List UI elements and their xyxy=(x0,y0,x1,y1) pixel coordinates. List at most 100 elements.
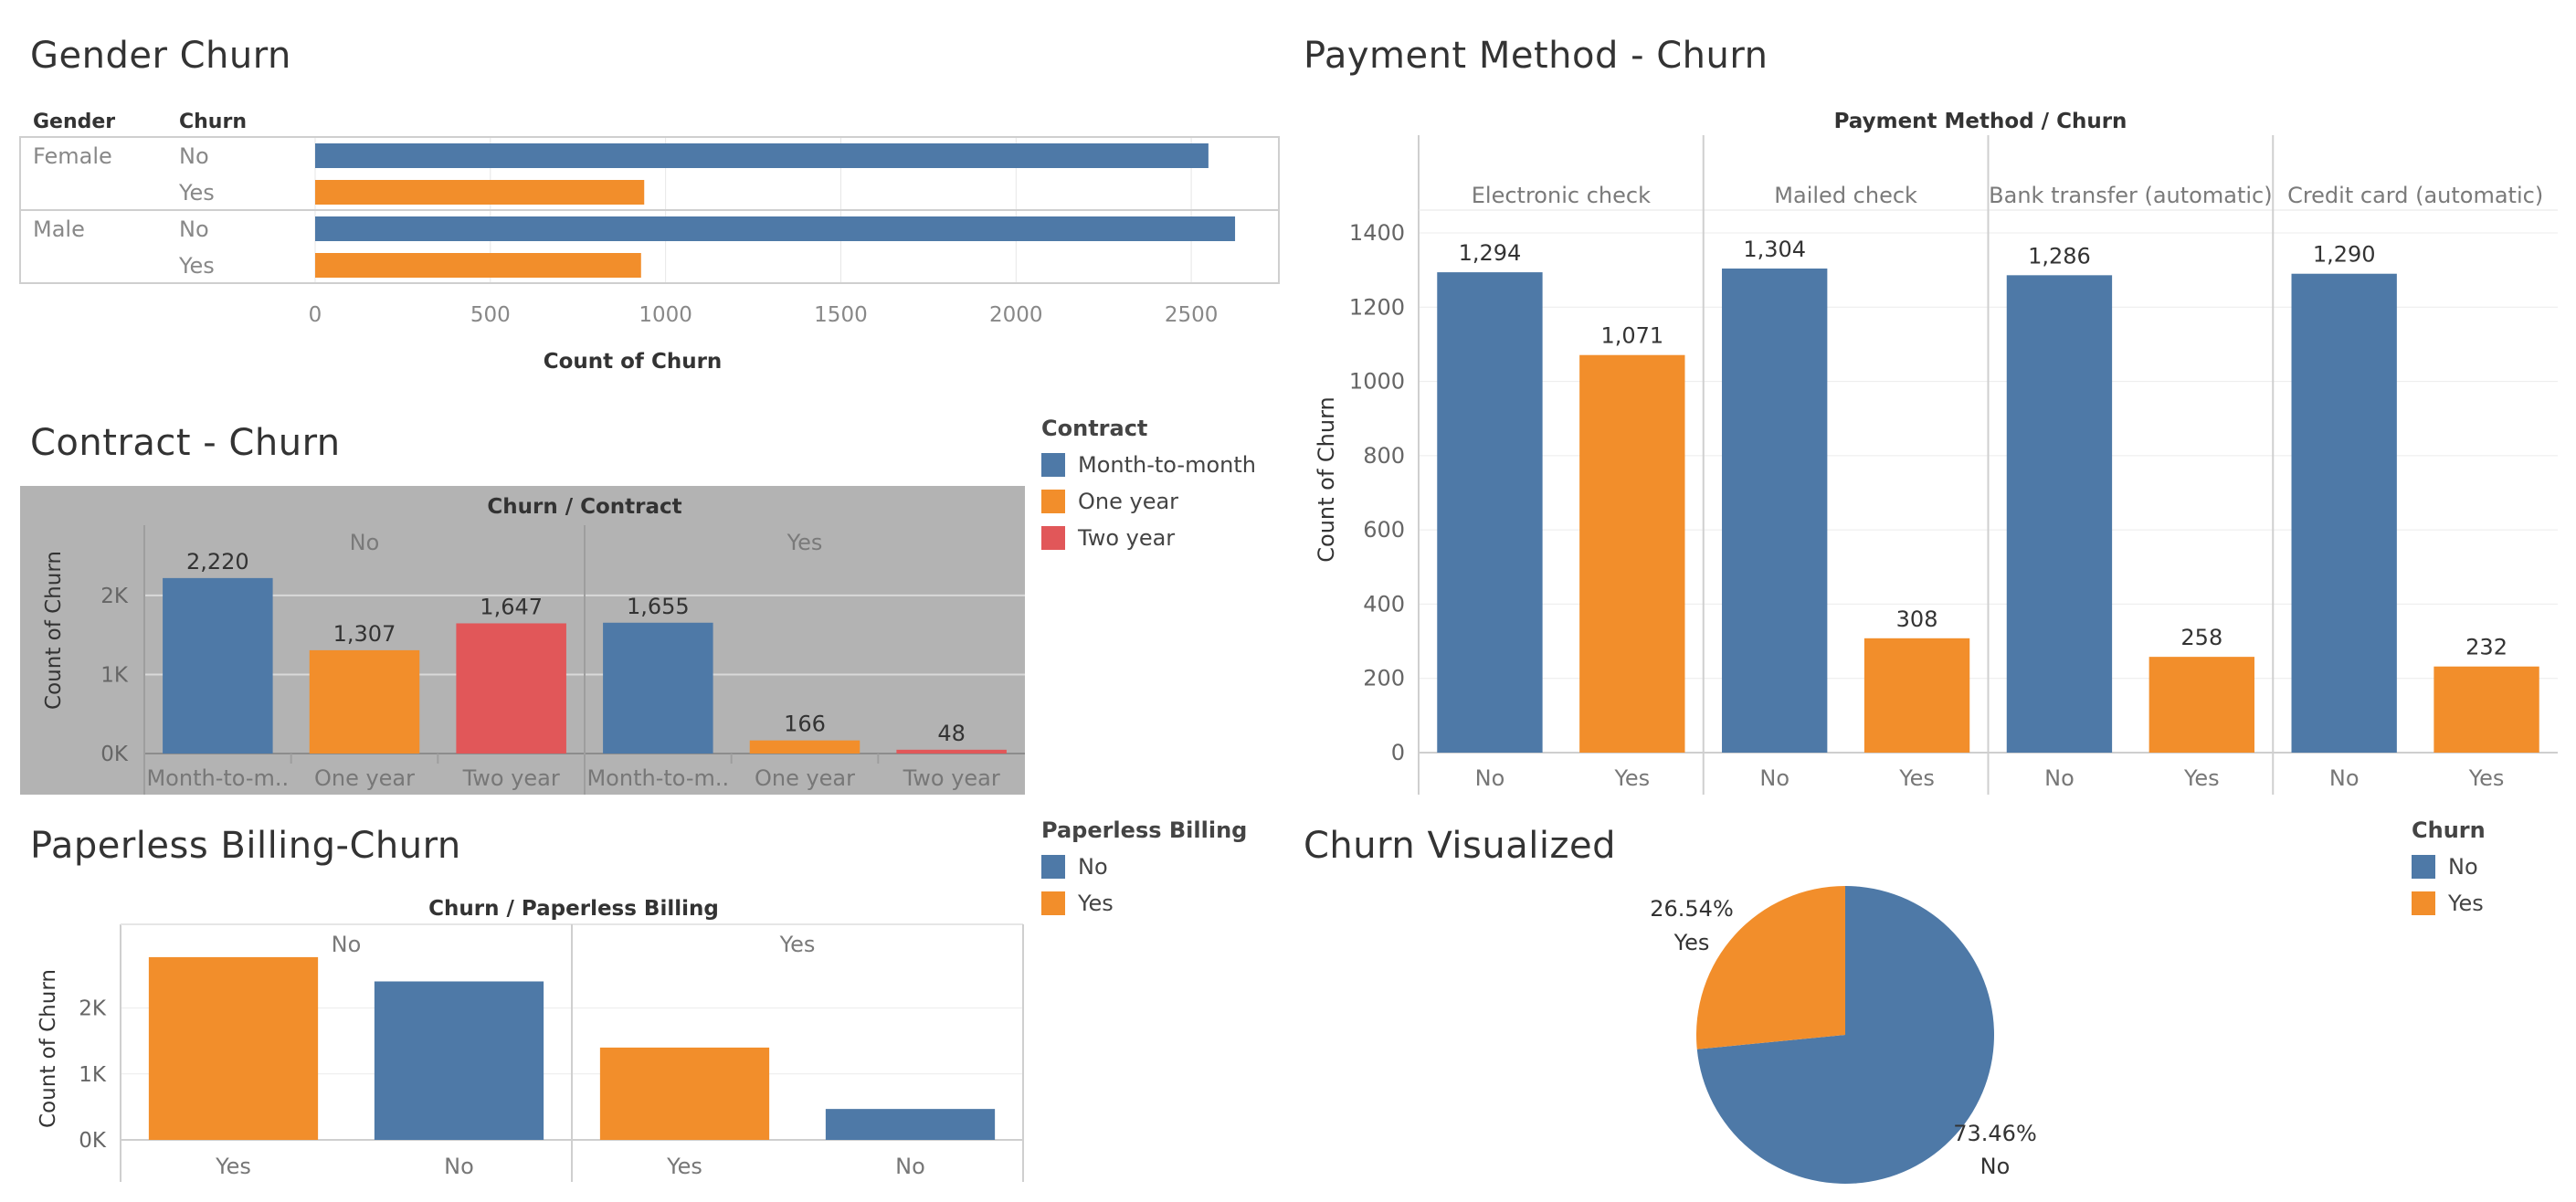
panel-label: Yes xyxy=(787,530,823,555)
x-tick-label: Yes xyxy=(666,1154,702,1179)
contract-chart-title: Contract - Churn xyxy=(30,422,341,464)
panel-label: No xyxy=(332,932,362,957)
churn-legend: Churn No Yes xyxy=(2412,817,2486,922)
y-tick-label: 0K xyxy=(79,1129,107,1153)
panel-label: Yes xyxy=(779,932,816,957)
x-tick-label: 2500 xyxy=(1165,303,1219,327)
x-tick-label: No xyxy=(1475,765,1505,791)
data-label: 1,286 xyxy=(2028,243,2091,269)
data-label: 1,290 xyxy=(2313,242,2376,268)
pie-slice-yes xyxy=(1696,886,1845,1049)
y-tick-label: 600 xyxy=(1363,517,1405,543)
churn-label: No xyxy=(179,143,209,169)
y-tick-label: 200 xyxy=(1363,666,1405,691)
pie-pct-label-yes: 26.54% xyxy=(1650,896,1734,922)
gender-bar xyxy=(315,180,645,205)
paperless-chart-title: Paperless Billing-Churn xyxy=(30,825,461,867)
pie-pct-label-no: 73.46% xyxy=(1953,1121,2037,1146)
contract-legend: Contract Month-to-month One year Two yea… xyxy=(1041,416,1256,556)
x-tick-label: 1500 xyxy=(814,303,868,327)
x-axis-label: Count of Churn xyxy=(544,350,723,374)
paperless-bar xyxy=(148,956,319,1140)
gender-bar xyxy=(315,143,1209,168)
x-tick-label: No xyxy=(2044,765,2075,791)
legend-label: No xyxy=(2448,854,2478,880)
y-tick-label: 0K xyxy=(100,743,129,766)
y-tick-label: 1000 xyxy=(1349,369,1405,395)
contract-bar xyxy=(896,749,1007,754)
pie-slice-label-no: No xyxy=(1980,1154,2011,1179)
paperless-bar xyxy=(825,1109,996,1140)
x-tick-label: Two year xyxy=(903,765,1000,791)
panel-label: Bank transfer (automatic) xyxy=(1989,183,2272,208)
contract-bar xyxy=(749,740,860,754)
data-label: 258 xyxy=(2180,625,2222,650)
contract-bar xyxy=(456,623,566,754)
payment-bar xyxy=(2148,657,2254,753)
payment-bar xyxy=(1579,354,1685,753)
data-label: 1,294 xyxy=(1459,240,1522,266)
payment-chart-title: Payment Method - Churn xyxy=(1304,35,1768,77)
pie-slice-no xyxy=(1696,886,1994,1184)
pie-chart-title: Churn Visualized xyxy=(1304,825,1616,867)
x-tick-label: No xyxy=(895,1154,925,1179)
legend-label: One year xyxy=(1078,489,1179,514)
legend-label: Month-to-month xyxy=(1078,452,1256,478)
legend-item-month-to-month[interactable]: Month-to-month xyxy=(1041,447,1256,483)
legend-item-yes[interactable]: Yes xyxy=(1041,885,1247,922)
gender-bar xyxy=(315,253,641,278)
churn-column-header: Churn xyxy=(179,111,247,133)
y-tick-label: 400 xyxy=(1363,591,1405,617)
gender-label: Male xyxy=(33,216,85,242)
y-axis-label: Count of Churn xyxy=(1314,396,1339,563)
legend-label: Yes xyxy=(2448,891,2484,916)
x-tick-label: Yes xyxy=(2468,765,2505,791)
churn-label: Yes xyxy=(178,180,215,206)
x-tick-label: No xyxy=(2329,765,2360,791)
paperless-legend-title: Paperless Billing xyxy=(1041,817,1248,843)
gender-column-header: Gender xyxy=(33,111,115,133)
legend-item-one-year[interactable]: One year xyxy=(1041,483,1256,520)
churn-label: Yes xyxy=(178,253,215,279)
x-tick-label: Yes xyxy=(1613,765,1650,791)
payment-bar xyxy=(2291,273,2397,753)
data-label: 166 xyxy=(784,712,826,737)
data-label: 48 xyxy=(937,721,966,746)
x-tick-label: 0 xyxy=(309,303,322,327)
x-tick-label: Month-to-m.. xyxy=(586,765,729,791)
payment-bar xyxy=(1722,269,1828,753)
legend-item-yes[interactable]: Yes xyxy=(2412,885,2486,922)
x-tick-label: Month-to-m.. xyxy=(146,765,289,791)
legend-item-two-year[interactable]: Two year xyxy=(1041,520,1256,556)
panel-label: Credit card (automatic) xyxy=(2287,183,2543,208)
y-axis-label: Count of Churn xyxy=(42,551,66,710)
panel-label: Mailed check xyxy=(1774,183,1917,208)
data-label: 308 xyxy=(1896,606,1938,632)
x-tick-label: 2000 xyxy=(989,303,1043,327)
y-tick-label: 1K xyxy=(79,1063,107,1087)
y-tick-label: 2K xyxy=(79,997,107,1021)
payment-bar xyxy=(2433,666,2539,753)
contract-bar xyxy=(309,649,420,754)
contract-bar xyxy=(603,622,713,754)
legend-item-no[interactable]: No xyxy=(1041,849,1247,885)
payment-bar xyxy=(1863,638,1970,753)
panel-label: No xyxy=(350,530,380,555)
data-label: 1,307 xyxy=(333,621,396,647)
legend-item-no[interactable]: No xyxy=(2412,849,2486,885)
y-tick-label: 1400 xyxy=(1349,220,1405,246)
data-label: 232 xyxy=(2465,635,2507,660)
gender-label: Female xyxy=(33,143,112,169)
legend-label: Yes xyxy=(1078,891,1114,916)
data-label: 1,071 xyxy=(1600,323,1663,349)
y-axis-label: Count of Churn xyxy=(37,969,60,1128)
x-tick-label: Yes xyxy=(1898,765,1935,791)
legend-label: No xyxy=(1078,854,1108,880)
churn-legend-title: Churn xyxy=(2412,817,2486,843)
y-tick-label: 1K xyxy=(100,663,129,687)
